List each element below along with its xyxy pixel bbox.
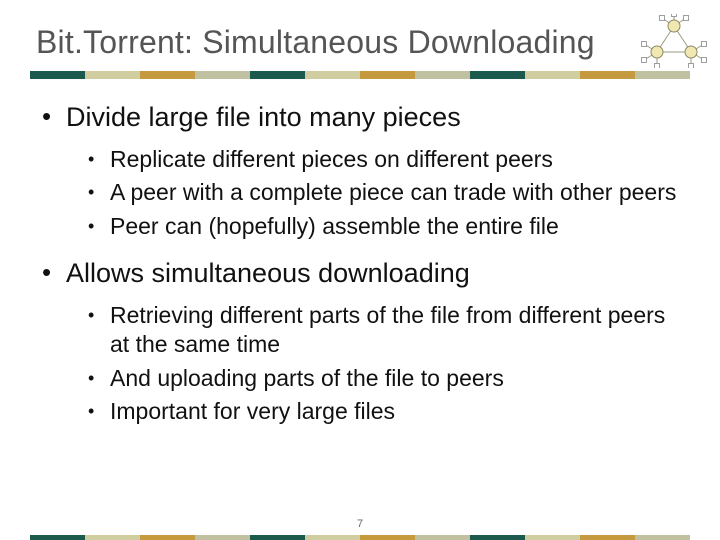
stripe-segment (470, 71, 525, 79)
bullet-l2: Important for very large files (88, 397, 680, 426)
bullet-l2-text: Peer can (hopefully) assemble the entire… (110, 212, 680, 241)
stripe-segment (525, 535, 580, 540)
slide-title: Bit.Torrent: Simultaneous Downloading (30, 24, 690, 61)
slide-body: Divide large file into many pieces Replic… (30, 79, 690, 427)
bullet-l2-text: A peer with a complete piece can trade w… (110, 178, 680, 207)
stripe-segment (305, 535, 360, 540)
stripe-segment (635, 535, 690, 540)
bullet-l2: Replicate different pieces on different … (88, 145, 680, 174)
stripe-segment (85, 535, 140, 540)
stripe-segment (415, 535, 470, 540)
bullet-l2-text: Important for very large files (110, 397, 680, 426)
accent-stripe-bottom (30, 535, 690, 540)
stripe-segment (470, 535, 525, 540)
stripe-segment (580, 535, 635, 540)
bullet-l1: Allows simultaneous downloading Retrievin… (36, 257, 680, 427)
stripe-segment (415, 71, 470, 79)
accent-stripe-top (30, 71, 690, 79)
stripe-segment (85, 71, 140, 79)
stripe-segment (360, 71, 415, 79)
stripe-segment (140, 535, 195, 540)
stripe-segment (195, 535, 250, 540)
slide: Bit.Torrent: Simultaneous Downloading Di… (0, 0, 720, 540)
bullet-sublist: Replicate different pieces on different … (88, 145, 680, 241)
stripe-segment (305, 71, 360, 79)
bullet-l2: Retrieving different parts of the file f… (88, 301, 680, 360)
bullet-l2-text: Replicate different pieces on different … (110, 145, 680, 174)
bullet-l2: A peer with a complete piece can trade w… (88, 178, 680, 207)
bullet-list: Divide large file into many pieces Replic… (36, 101, 680, 427)
stripe-segment (140, 71, 195, 79)
bullet-l1-text: Divide large file into many pieces (66, 101, 680, 135)
bullet-l2: And uploading parts of the file to peers (88, 364, 680, 393)
bullet-l1: Divide large file into many pieces Replic… (36, 101, 680, 241)
stripe-segment (360, 535, 415, 540)
bullet-l1-text: Allows simultaneous downloading (66, 257, 680, 291)
network-icon (640, 14, 708, 68)
bullet-l2-text: And uploading parts of the file to peers (110, 364, 680, 393)
stripe-segment (195, 71, 250, 79)
stripe-segment (30, 71, 85, 79)
stripe-segment (635, 71, 690, 79)
stripe-segment (525, 71, 580, 79)
stripe-segment (580, 71, 635, 79)
stripe-segment (250, 535, 305, 540)
stripe-segment (250, 71, 305, 79)
bullet-l2-text: Retrieving different parts of the file f… (110, 301, 680, 360)
bullet-sublist: Retrieving different parts of the file f… (88, 301, 680, 427)
stripe-segment (30, 535, 85, 540)
page-number: 7 (0, 518, 720, 530)
bullet-l2: Peer can (hopefully) assemble the entire… (88, 212, 680, 241)
